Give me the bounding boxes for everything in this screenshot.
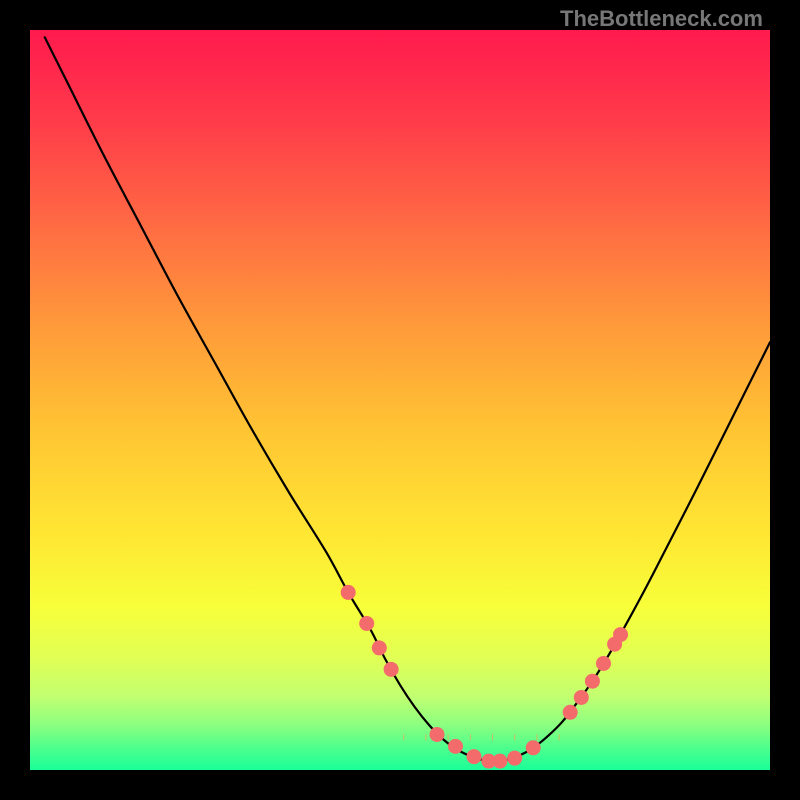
- data-marker: [492, 754, 507, 769]
- data-marker: [359, 616, 374, 631]
- data-marker: [384, 662, 399, 677]
- gradient-rect: [30, 30, 770, 770]
- data-marker: [507, 751, 522, 766]
- data-marker: [448, 739, 463, 754]
- data-marker: [613, 627, 628, 642]
- data-marker: [585, 674, 600, 689]
- data-marker: [467, 749, 482, 764]
- plot-area: [30, 30, 770, 770]
- watermark-text: TheBottleneck.com: [560, 6, 763, 32]
- data-marker: [341, 585, 356, 600]
- data-marker: [526, 740, 541, 755]
- data-marker: [372, 640, 387, 655]
- chart-frame: TheBottleneck.com: [0, 0, 800, 800]
- gradient-background: [30, 30, 770, 770]
- data-marker: [574, 690, 589, 705]
- data-marker: [563, 705, 578, 720]
- data-marker: [430, 727, 445, 742]
- data-marker: [596, 656, 611, 671]
